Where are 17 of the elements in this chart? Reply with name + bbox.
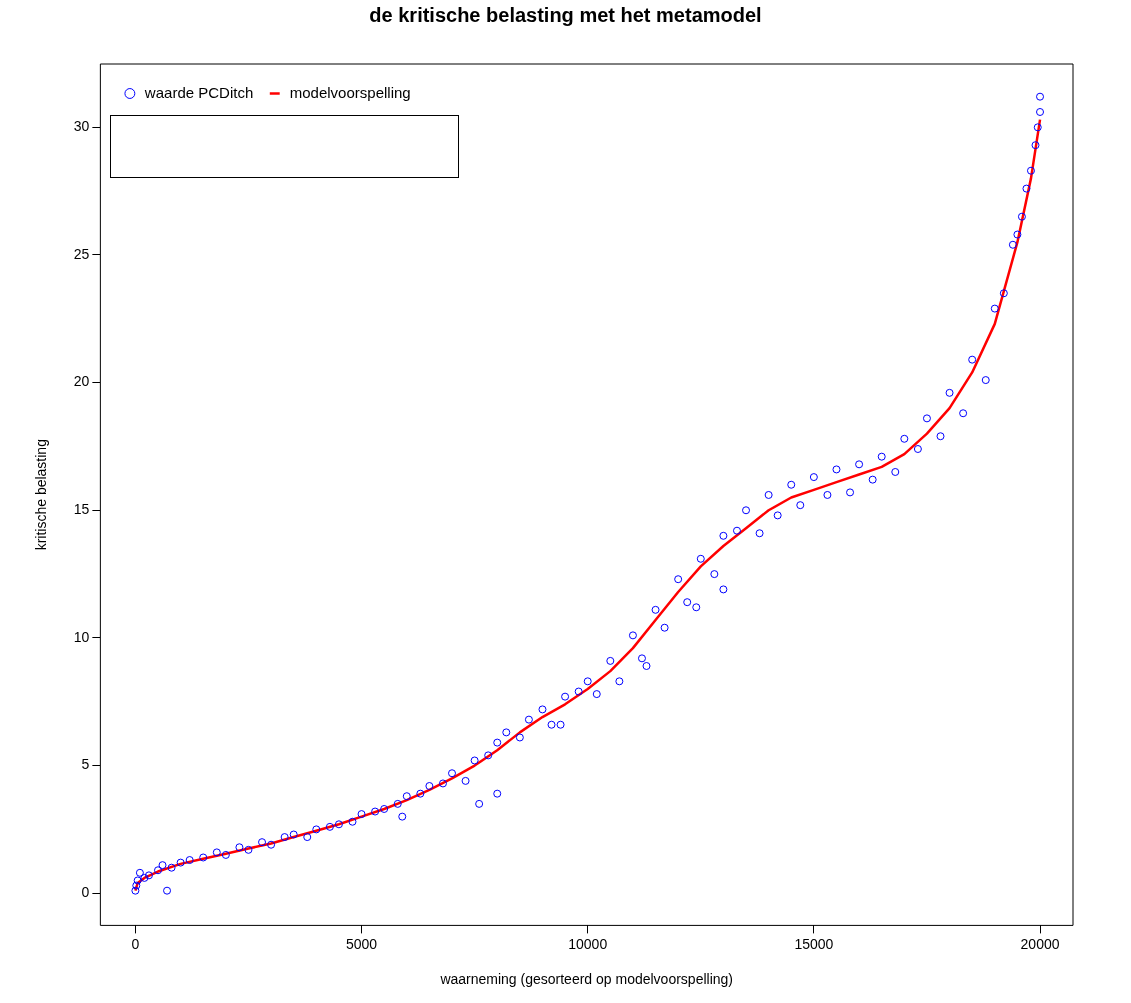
y-tick-label: 25	[73, 245, 90, 262]
y-tick-label: 10	[73, 628, 90, 645]
x-tick-label: 0	[131, 935, 140, 952]
x-tick-label: 10000	[568, 935, 608, 952]
y-tick-label: 20	[73, 373, 90, 390]
y-axis-title: kritische belasting	[33, 439, 50, 551]
x-tick-label: 5000	[345, 935, 378, 952]
legend-label: modelvoorspelling	[289, 83, 411, 101]
x-tick-label: 15000	[794, 935, 834, 952]
y-tick-label: 5	[81, 756, 90, 773]
x-axis-title: waarneming (gesorteerd op modelvoorspelling)	[439, 971, 733, 988]
x-tick-label: 20000	[1020, 935, 1060, 952]
y-tick-label: 15	[73, 501, 90, 518]
legend-label: waarde PCDitch	[143, 83, 254, 101]
y-tick-label: 0	[81, 884, 90, 901]
chart-title: de kritische belasting met het metamodel	[368, 4, 763, 27]
y-tick-label: 30	[73, 118, 90, 135]
